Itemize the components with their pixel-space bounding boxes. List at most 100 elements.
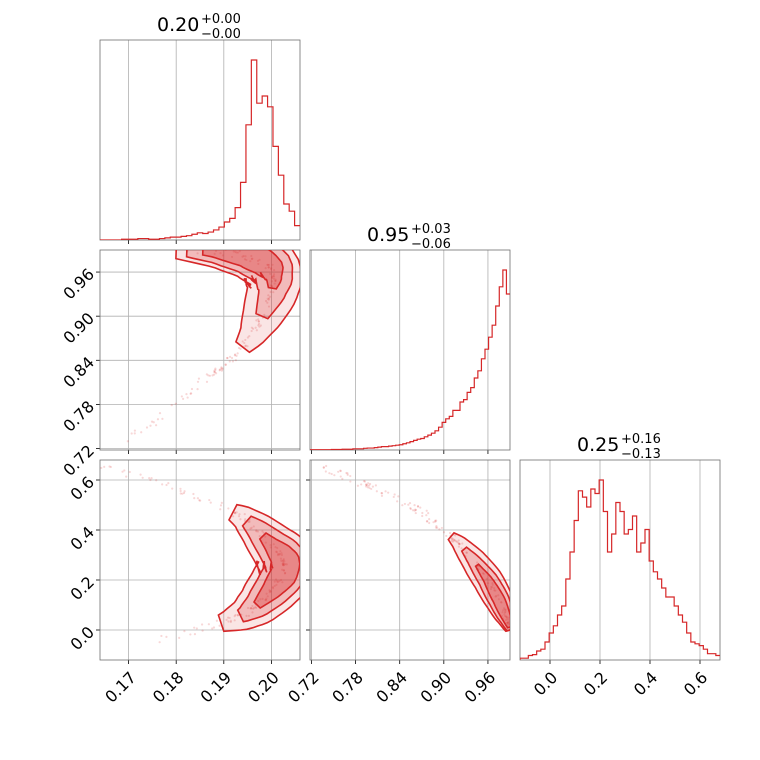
- sample-point: [504, 610, 507, 613]
- sample-point: [235, 354, 238, 357]
- sample-point: [234, 250, 237, 253]
- sample-point: [239, 518, 242, 521]
- sample-point: [345, 471, 348, 475]
- sample-point: [421, 511, 424, 515]
- sample-point: [125, 475, 128, 478]
- sample-point: [279, 578, 283, 582]
- sample-point: [155, 479, 158, 482]
- sample-point: [220, 367, 223, 370]
- sample-point: [375, 490, 378, 493]
- sample-point: [465, 551, 468, 554]
- sample-point: [497, 594, 500, 597]
- sample-point: [461, 542, 464, 545]
- sample-point: [272, 543, 275, 546]
- sample-point: [476, 561, 479, 564]
- sample-point: [250, 606, 253, 610]
- sample-point: [250, 326, 253, 329]
- sample-point: [179, 489, 182, 493]
- sample-point: [252, 525, 255, 528]
- sample-point: [246, 345, 249, 348]
- sample-point: [264, 598, 267, 601]
- sample-point: [254, 605, 257, 609]
- sample-point: [280, 559, 283, 562]
- sample-point: [278, 553, 281, 556]
- sample-point: [149, 424, 152, 427]
- sample-point: [280, 553, 283, 557]
- sample-point: [179, 492, 182, 495]
- sample-point: [250, 329, 253, 333]
- sample-point: [209, 501, 212, 504]
- sample-point: [380, 492, 384, 495]
- sample-point: [225, 618, 228, 621]
- sample-point: [270, 285, 274, 288]
- sample-point: [457, 545, 461, 548]
- sample-point: [248, 520, 251, 523]
- sample-point: [413, 509, 416, 512]
- sample-point: [409, 506, 412, 510]
- sample-point: [434, 520, 437, 523]
- sample-point: [174, 402, 177, 405]
- sample-point: [457, 542, 461, 545]
- sample-point: [269, 589, 272, 593]
- sample-point: [339, 469, 342, 472]
- sample-point: [185, 392, 188, 396]
- sample-point: [251, 611, 254, 614]
- sample-point: [414, 508, 417, 511]
- sample-point: [190, 247, 192, 249]
- sample-point: [282, 568, 285, 572]
- sample-point: [205, 373, 208, 376]
- sample-point: [100, 466, 103, 470]
- sample-point: [267, 298, 270, 301]
- sample-point: [262, 531, 265, 535]
- sample-point: [255, 319, 258, 322]
- sample-point: [414, 508, 418, 512]
- sample-point: [190, 392, 193, 395]
- sample-point: [438, 528, 441, 531]
- sample-point: [494, 595, 497, 598]
- sample-point: [117, 471, 119, 473]
- sample-point: [212, 373, 216, 376]
- sample-point: [281, 563, 284, 566]
- sample-point: [250, 607, 253, 610]
- sample-point: [219, 508, 222, 511]
- title-param-2-minus: −0.06: [411, 237, 451, 252]
- sample-point: [266, 595, 269, 598]
- sample-point: [249, 527, 252, 530]
- sample-point: [346, 473, 349, 476]
- sample-point: [425, 520, 429, 523]
- x-tick-labels: 0.17 0.18 0.19 0.20 0.72 0.78 0.84 0.90 0.96 0.0 0…: [101, 668, 711, 707]
- sample-point: [481, 572, 485, 575]
- sample-point: [234, 613, 237, 617]
- title-param-3-median: 0.25: [577, 434, 619, 456]
- sample-point: [236, 352, 239, 355]
- sample-point: [192, 492, 195, 496]
- sample-point: [434, 519, 437, 522]
- sample-point: [152, 421, 155, 424]
- sample-point: [432, 521, 435, 524]
- sample-point: [249, 607, 252, 610]
- sample-point: [264, 535, 267, 538]
- sample-point: [503, 613, 506, 616]
- sample-point: [409, 507, 412, 511]
- sample-point: [207, 374, 210, 377]
- sample-point: [150, 420, 154, 423]
- sample-point: [505, 615, 508, 619]
- sample-point: [221, 254, 225, 257]
- sample-point: [489, 587, 493, 591]
- sample-point: [133, 429, 137, 432]
- sample-point: [324, 470, 327, 473]
- sample-point: [368, 484, 371, 487]
- sample-point: [219, 504, 223, 507]
- sample-point: [214, 367, 217, 370]
- y-tick-label-param-2-3: 0.90: [59, 309, 98, 348]
- sample-point: [270, 275, 274, 278]
- sample-point: [282, 569, 285, 572]
- sample-point: [458, 542, 461, 546]
- sample-point: [276, 580, 279, 584]
- sample-point: [155, 424, 158, 427]
- sample-point: [275, 583, 278, 586]
- sample-point: [281, 562, 284, 565]
- sample-point: [196, 247, 198, 249]
- sample-point: [364, 485, 368, 488]
- sample-point: [244, 338, 247, 342]
